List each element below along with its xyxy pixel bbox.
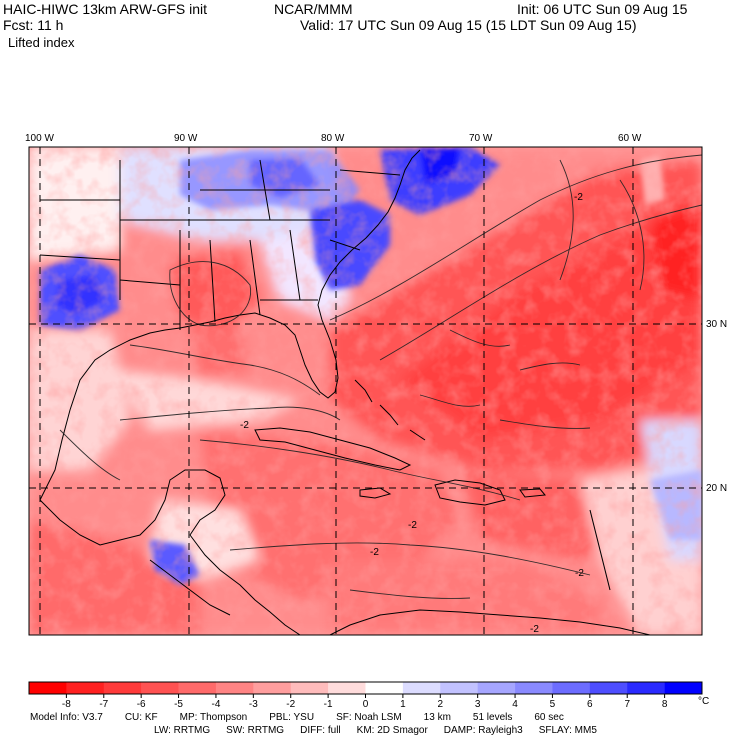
init-time: Init: 06 UTC Sun 09 Aug 15 [517, 1, 688, 17]
model-info-item: SW: RRTMG [226, 725, 285, 736]
colorbar-tick-label: 2 [437, 699, 443, 710]
lon-label: 100 W [25, 133, 54, 144]
contour-labels: -2 -2 -2 -2 -2 -2 [240, 192, 584, 635]
field-name: Lifted index [8, 35, 75, 50]
lon-label: 60 W [618, 133, 642, 144]
model-info-item: KM: 2D Smagor [356, 725, 428, 736]
colorbar-tick-label: -8 [62, 699, 71, 710]
contour-label: -2 [574, 192, 583, 203]
colorbar-tick-label: -1 [324, 699, 333, 710]
model-info-item: 13 km [423, 712, 451, 723]
colorbar-unit: °C [698, 696, 709, 707]
colorbar-tick-label: -2 [286, 699, 295, 710]
contour-label: -2 [408, 520, 417, 531]
colorbar-swatch [627, 682, 665, 694]
lon-label: 90 W [174, 133, 198, 144]
colorbar-tick-label: -3 [249, 699, 258, 710]
colorbar-tick-label: 3 [475, 699, 481, 710]
contour-label: -2 [530, 624, 539, 635]
colorbar-swatch [29, 682, 67, 694]
colorbar-tick-label: 6 [587, 699, 593, 710]
colorbar-swatch [664, 682, 703, 694]
colorbar-tick-label: -4 [211, 699, 220, 710]
contour-lines [59, 154, 702, 599]
model-info-item: DIFF: full [300, 725, 341, 736]
colorbar-swatch [253, 682, 292, 694]
colorbar-swatch [215, 682, 254, 694]
colorbar-swatch [477, 682, 516, 694]
model-info-item: PBL: YSU [269, 712, 315, 723]
model-info-item: DAMP: Rayleigh3 [443, 725, 523, 736]
colorbar-tick-label: 8 [662, 699, 668, 710]
contour-label: -2 [240, 420, 249, 431]
colorbar-swatch [328, 682, 366, 694]
colorbar-tick-label: 5 [550, 699, 556, 710]
map-frame [28, 146, 703, 636]
colorbar-tick-label: -5 [174, 699, 183, 710]
longitude-labels: 100 W 90 W 80 W 70 W 60 W [25, 133, 642, 144]
model-info-item: MP: Thompson [179, 712, 248, 723]
model-info-item: LW: RRTMG [154, 725, 211, 736]
valid-time: Valid: 17 UTC Sun 09 Aug 15 (15 LDT Sun … [300, 17, 637, 33]
model-info-item: SFLAY: MM5 [538, 725, 597, 736]
lon-label: 70 W [469, 133, 493, 144]
model-info-line-2: LW: RRTMG SW: RRTMG DIFF: full KM: 2D Smago… [154, 725, 613, 737]
colorbar-swatch [365, 682, 404, 694]
colorbar-swatch [141, 682, 179, 694]
colorbar: -8 -7 -6 -5 -4 -3 -2 -1 0 1 2 3 4 5 6 7 8 [28, 681, 703, 710]
model-info-line-1: Model Info: V3.7 CU: KF MP: Thompson PBL: Y… [30, 712, 586, 724]
colorbar-swatch [103, 682, 142, 694]
model-info-item: 51 levels [472, 712, 513, 723]
colorbar-tick-label: -6 [137, 699, 146, 710]
lon-label: 80 W [321, 133, 345, 144]
colorbar-swatch [66, 682, 105, 694]
colorbar-tick-label: 1 [400, 699, 406, 710]
colorbar-tick-label: -7 [99, 699, 108, 710]
colorbar-swatch [178, 682, 217, 694]
lat-label: 30 N [706, 319, 727, 330]
contour-label: -2 [575, 568, 584, 579]
colorbar-tick-label: 0 [363, 699, 369, 710]
lat-lon-grid [29, 147, 702, 635]
model-info-item: Model Info: V3.7 [30, 712, 103, 723]
model-info-item: 60 sec [534, 712, 564, 723]
contour-label: -2 [370, 547, 379, 558]
coastlines [39, 149, 651, 635]
colorbar-tick-label: 4 [512, 699, 518, 710]
colorbar-swatch [440, 682, 478, 694]
colorbar-swatch [515, 682, 553, 694]
lifted-index-field: -2 -2 -2 -2 -2 -2 [29, 147, 702, 635]
colorbar-swatch [589, 682, 628, 694]
model-info-item: CU: KF [124, 712, 158, 723]
org-label: NCAR/MMM [274, 1, 353, 17]
model-title: HAIC-HIWC 13km ARW-GFS init [3, 1, 208, 17]
lat-label: 20 N [706, 483, 727, 494]
colorbar-swatch [402, 682, 441, 694]
model-info-item: SF: Noah LSM [336, 712, 402, 723]
colorbar-swatch [290, 682, 329, 694]
latitude-labels: 30 N 20 N [706, 319, 727, 494]
colorbar-tick-label: 7 [624, 699, 630, 710]
forecast-hour: Fcst: 11 h [3, 17, 64, 33]
colorbar-swatch [552, 682, 591, 694]
